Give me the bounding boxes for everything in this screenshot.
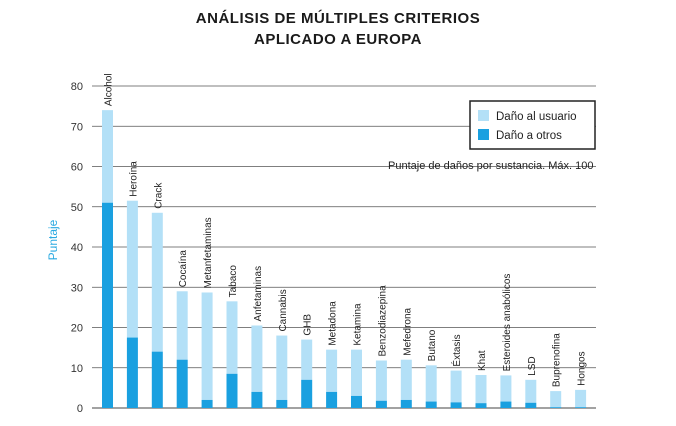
category-label: Heroína	[128, 161, 139, 197]
y-axis-label: Puntaje	[46, 219, 60, 260]
bar-user-11	[375, 360, 387, 401]
bar-others-12	[400, 399, 412, 408]
y-tick-label: 20	[71, 323, 83, 335]
category-label: Éxtasis	[450, 334, 463, 366]
bar-user-19	[575, 389, 587, 408]
category-label: Metanfetaminas	[203, 217, 214, 288]
category-label: LSD	[527, 356, 538, 375]
category-label: Khat	[477, 350, 488, 371]
legend-swatch-user	[478, 110, 489, 121]
category-label: Crack	[153, 182, 164, 209]
legend-box	[469, 100, 596, 150]
bar-others-16	[500, 401, 512, 408]
legend-label-others: Daño a otros	[496, 130, 562, 142]
category-label: Hongos	[577, 351, 588, 385]
bar-others-7	[276, 399, 288, 408]
y-tick-label: 70	[71, 121, 83, 133]
bar-others-17	[525, 402, 537, 408]
bar-others-15	[475, 403, 487, 408]
category-label: Esteroides anabólicos	[502, 274, 513, 372]
bar-user-6	[251, 325, 263, 392]
bar-others-6	[251, 391, 263, 408]
bar-user-7	[276, 335, 288, 400]
bar-others-2	[151, 351, 163, 408]
bar-user-1	[126, 200, 138, 338]
bar-user-3	[176, 291, 188, 360]
category-label: GHB	[303, 314, 314, 336]
bar-others-14	[450, 402, 462, 408]
category-label: Buprenofina	[552, 333, 563, 387]
bar-others-18	[550, 407, 562, 408]
y-tick-label: 50	[71, 202, 83, 214]
y-tick-label: 40	[71, 242, 83, 254]
bar-others-1	[126, 337, 138, 408]
bar-user-18	[550, 391, 562, 408]
bar-user-15	[475, 374, 487, 404]
bar-user-12	[400, 359, 412, 400]
bar-user-2	[151, 212, 163, 352]
y-tick-label: 10	[71, 363, 83, 375]
bar-user-8	[301, 339, 313, 380]
y-tick-label: 60	[71, 162, 83, 174]
bar-others-9	[326, 391, 338, 408]
category-label: Tabaco	[228, 265, 239, 298]
y-tick-label: 80	[71, 81, 83, 93]
bar-others-10	[351, 395, 362, 408]
category-label: Metadona	[328, 301, 339, 346]
y-tick-label: 0	[77, 403, 83, 415]
category-label: Alcohol	[104, 73, 115, 106]
category-label: Butano	[427, 329, 438, 361]
bar-user-14	[450, 370, 462, 403]
category-label: Mefedrona	[402, 307, 413, 355]
category-label: Benzodiazepina	[377, 285, 388, 357]
category-label: Anfetaminas	[253, 266, 264, 322]
chart-title-line2: APLICADO A EUROPA	[254, 31, 422, 48]
bar-user-4	[201, 292, 213, 400]
bar-user-9	[326, 349, 338, 392]
bar-user-5	[226, 301, 238, 374]
bar-user-16	[500, 375, 512, 402]
bar-others-13	[425, 401, 437, 408]
y-tick-label: 30	[71, 282, 83, 294]
bar-others-4	[201, 399, 213, 408]
chart-title-line1: ANÁLISIS DE MÚLTIPLES CRITERIOS	[195, 10, 481, 27]
category-label: Cocaína	[178, 250, 189, 288]
bar-others-5	[226, 373, 238, 408]
bar-user-13	[425, 365, 437, 402]
bar-user-0	[102, 110, 113, 203]
bar-user-10	[351, 349, 362, 396]
category-label: Ketamina	[353, 303, 364, 346]
chart-note: Puntaje de daños por sustancia. Máx. 100	[388, 160, 593, 172]
legend-swatch-others	[478, 129, 489, 140]
legend-label-user: Daño al usuario	[496, 111, 577, 123]
bar-others-0	[102, 202, 113, 408]
bar-others-8	[301, 379, 313, 408]
bar-user-17	[525, 379, 537, 403]
category-label: Cannabis	[278, 289, 289, 331]
bar-others-11	[375, 400, 387, 408]
bar-others-3	[176, 359, 188, 408]
bar-others-19	[575, 407, 587, 408]
